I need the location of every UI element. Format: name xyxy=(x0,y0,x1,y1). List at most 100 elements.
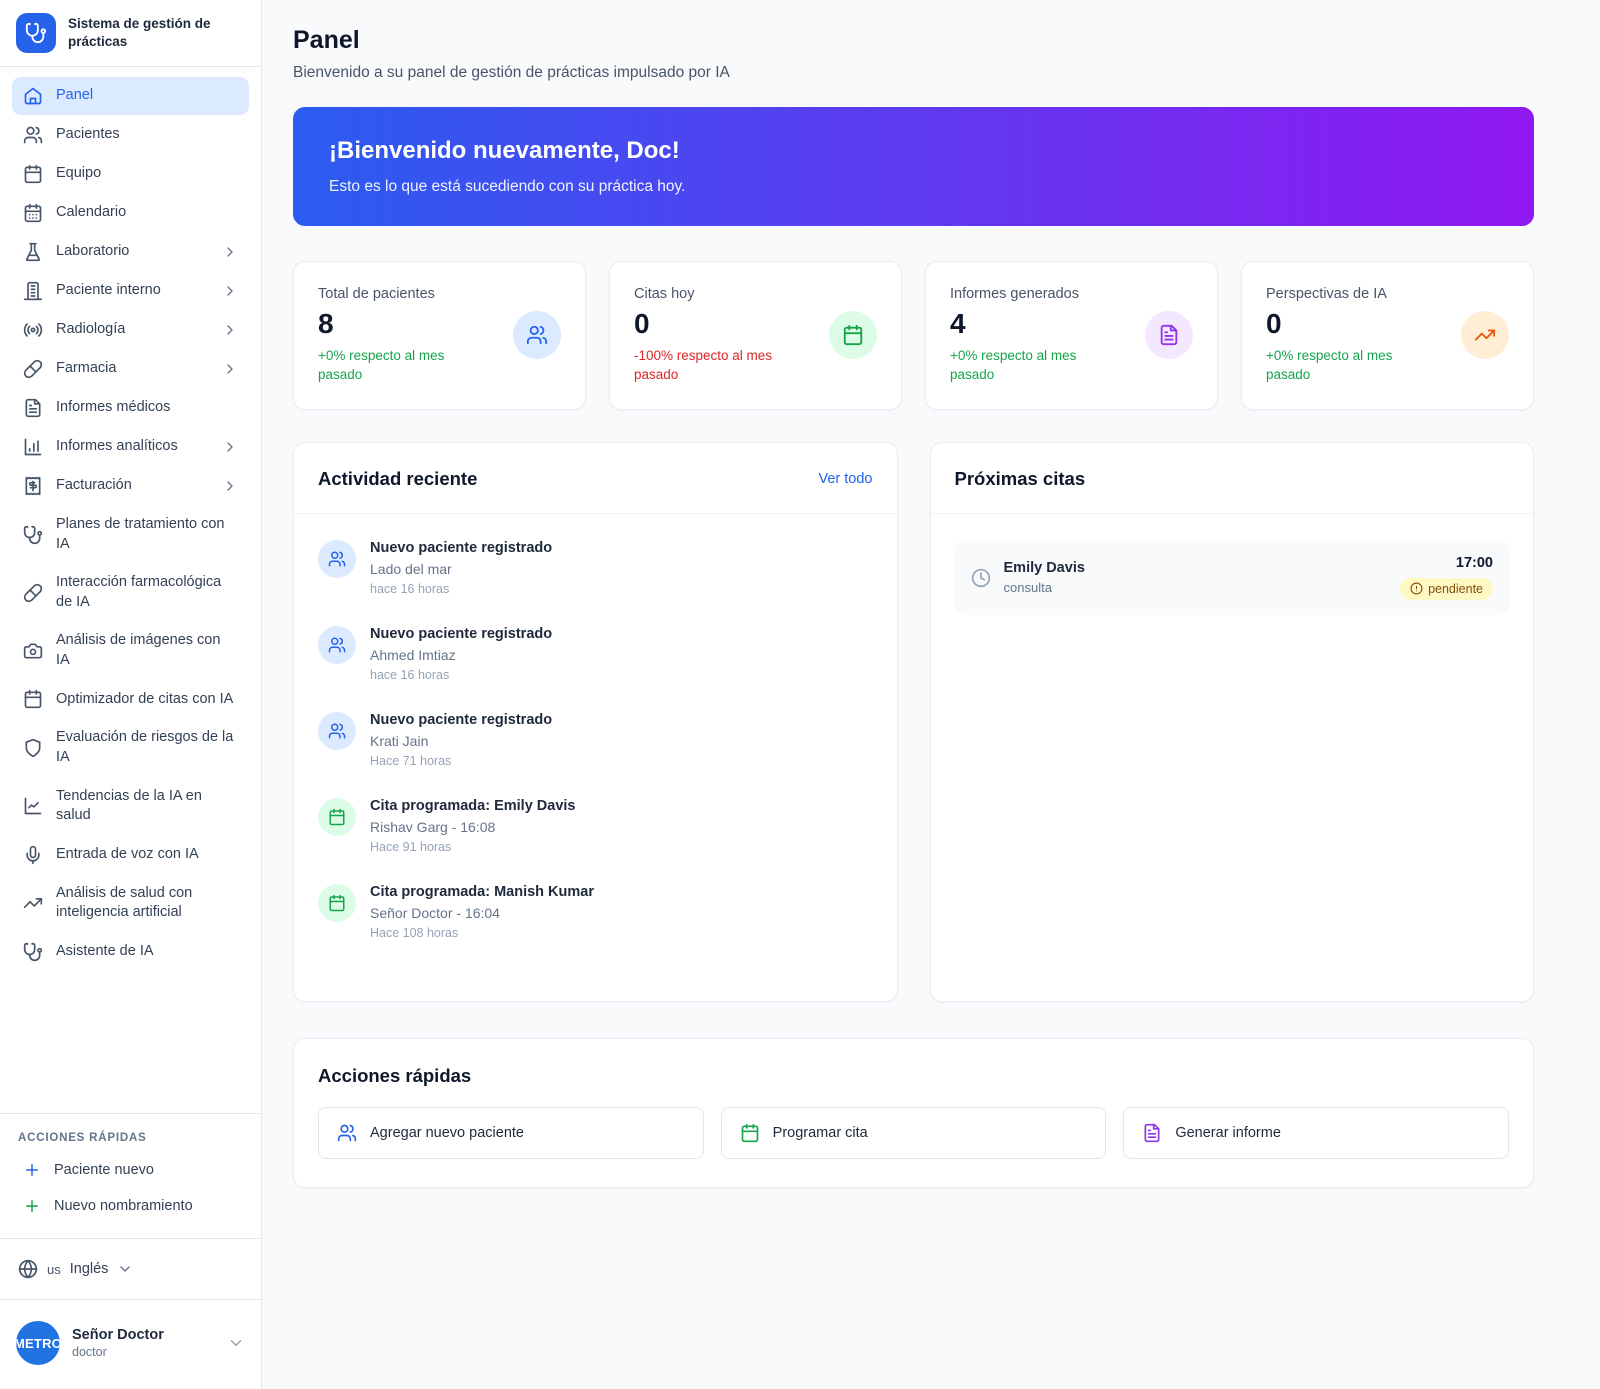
sidebar-item-equipo[interactable]: Equipo xyxy=(12,155,249,193)
sidebar-item-informes-medicos[interactable]: Informes médicos xyxy=(12,389,249,427)
activity-title: Nuevo paciente registrado xyxy=(370,540,552,556)
activity-time: Hace 71 horas xyxy=(370,754,552,768)
chevron-right-icon xyxy=(222,322,238,338)
stat-text: Informes generados 4 +0% respecto al mes… xyxy=(950,286,1100,385)
stat-card-total-patients: Total de pacientes 8 +0% respecto al mes… xyxy=(293,261,586,410)
quick-actions-panel-title: Acciones rápidas xyxy=(318,1065,1509,1087)
calendar-icon xyxy=(23,689,43,709)
stat-value: 0 xyxy=(634,308,784,340)
sidebar-item-tendencias-ia-salud[interactable]: Tendencias de la IA en salud xyxy=(12,778,249,835)
recent-activity-title: Actividad reciente xyxy=(318,468,477,490)
app-logo-row: Sistema de gestión de prácticas xyxy=(0,0,261,67)
chevron-down-icon xyxy=(227,1334,245,1352)
chevron-right-icon xyxy=(222,478,238,494)
quick-action-label: Nuevo nombramiento xyxy=(54,1198,193,1214)
stethoscope-icon xyxy=(23,525,43,545)
generate-report-button[interactable]: Generar informe xyxy=(1123,1107,1509,1159)
sidebar-item-optimizador-citas-ia[interactable]: Optimizador de citas con IA xyxy=(12,680,249,718)
welcome-banner-title: ¡Bienvenido nuevamente, Doc! xyxy=(329,137,1498,165)
nav-label: Tendencias de la IA en salud xyxy=(56,787,238,826)
hospital-icon xyxy=(23,281,43,301)
button-label: Agregar nuevo paciente xyxy=(370,1125,524,1141)
sidebar-item-interaccion-farmacologica-ia[interactable]: Interacción farmacológica de IA xyxy=(12,564,249,621)
activity-text: Cita programada: Manish Kumar Señor Doct… xyxy=(370,884,594,940)
chevron-right-icon xyxy=(222,361,238,377)
quick-action-new-appointment[interactable]: Nuevo nombramiento xyxy=(12,1188,249,1224)
activity-time: hace 16 horas xyxy=(370,668,552,682)
quick-actions-panel: Acciones rápidas Agregar nuevo paciente … xyxy=(293,1038,1534,1188)
chevron-right-icon xyxy=(222,439,238,455)
sidebar-item-panel[interactable]: Panel xyxy=(12,77,249,115)
status-badge: pendiente xyxy=(1400,578,1493,600)
sidebar-item-entrada-voz-ia[interactable]: Entrada de voz con IA xyxy=(12,836,249,874)
upcoming-appointments-header: Próximas citas xyxy=(931,443,1534,514)
user-name: Señor Doctor xyxy=(72,1327,215,1343)
stat-text: Perspectivas de IA 0 +0% respecto al mes… xyxy=(1266,286,1416,385)
activity-subtitle: Krati Jain xyxy=(370,733,552,749)
activity-time: Hace 91 horas xyxy=(370,840,576,854)
pill-icon xyxy=(23,583,43,603)
users-icon xyxy=(23,125,43,145)
stat-label: Perspectivas de IA xyxy=(1266,286,1416,302)
stat-label: Informes generados xyxy=(950,286,1100,302)
activity-item: Nuevo paciente registrado Ahmed Imtiaz h… xyxy=(318,626,873,682)
sidebar-item-analisis-imagenes-ia[interactable]: Análisis de imágenes con IA xyxy=(12,622,249,679)
home-icon xyxy=(23,86,43,106)
activity-subtitle: Lado del mar xyxy=(370,561,552,577)
bar-chart-icon xyxy=(23,437,43,457)
dashboard-columns: Actividad reciente Ver todo Nuevo pacien… xyxy=(293,442,1534,1002)
chevron-down-icon xyxy=(117,1261,133,1277)
quick-action-new-patient[interactable]: Paciente nuevo xyxy=(12,1152,249,1188)
quick-actions-grid: Agregar nuevo paciente Programar cita Ge… xyxy=(318,1107,1509,1159)
activity-title: Nuevo paciente registrado xyxy=(370,626,552,642)
stat-value: 0 xyxy=(1266,308,1416,340)
user-menu[interactable]: METRO Señor Doctor doctor xyxy=(0,1299,261,1389)
sidebar-item-farmacia[interactable]: Farmacia xyxy=(12,350,249,388)
sidebar-item-facturacion[interactable]: Facturación xyxy=(12,467,249,505)
sidebar-item-analisis-salud-ia[interactable]: Análisis de salud con inteligencia artif… xyxy=(12,875,249,932)
sidebar-item-pacientes[interactable]: Pacientes xyxy=(12,116,249,154)
language-selector[interactable]: us Inglés xyxy=(0,1238,261,1299)
appointment-patient: Emily Davis xyxy=(1004,560,1388,576)
sidebar-item-evaluacion-riesgos-ia[interactable]: Evaluación de riesgos de la IA xyxy=(12,719,249,776)
activity-subtitle: Ahmed Imtiaz xyxy=(370,647,552,663)
stat-card-ai-insights: Perspectivas de IA 0 +0% respecto al mes… xyxy=(1241,261,1534,410)
stat-label: Citas hoy xyxy=(634,286,784,302)
appointment-type: consulta xyxy=(1004,580,1388,595)
avatar: METRO xyxy=(16,1321,60,1365)
appointment-item[interactable]: Emily Davis consulta 17:00 pendiente xyxy=(955,540,1510,616)
file-text-icon xyxy=(1145,311,1193,359)
users-icon xyxy=(337,1123,357,1143)
stat-change: +0% respecto al mes pasado xyxy=(318,347,468,385)
schedule-appointment-button[interactable]: Programar cita xyxy=(721,1107,1107,1159)
language-code: us xyxy=(47,1262,61,1277)
view-all-link[interactable]: Ver todo xyxy=(818,471,872,487)
welcome-banner: ¡Bienvenido nuevamente, Doc! Esto es lo … xyxy=(293,107,1534,226)
sidebar-item-radiologia[interactable]: Radiología xyxy=(12,311,249,349)
nav-label: Evaluación de riesgos de la IA xyxy=(56,728,238,767)
appointment-right: 17:00 pendiente xyxy=(1400,555,1493,601)
stethoscope-icon xyxy=(16,13,56,53)
recent-activity-header: Actividad reciente Ver todo xyxy=(294,443,897,514)
nav-label: Radiología xyxy=(56,320,209,340)
stats-row: Total de pacientes 8 +0% respecto al mes… xyxy=(293,261,1534,410)
add-new-patient-button[interactable]: Agregar nuevo paciente xyxy=(318,1107,704,1159)
globe-icon xyxy=(18,1259,38,1279)
sidebar-item-asistente-ia[interactable]: Asistente de IA xyxy=(12,933,249,971)
app-title: Sistema de gestión de prácticas xyxy=(68,15,218,51)
activity-item: Nuevo paciente registrado Krati Jain Hac… xyxy=(318,712,873,768)
users-icon xyxy=(318,712,356,750)
chevron-right-icon xyxy=(222,244,238,260)
activity-time: hace 16 horas xyxy=(370,582,552,596)
calendar-icon xyxy=(318,884,356,922)
sidebar-item-paciente-interno[interactable]: Paciente interno xyxy=(12,272,249,310)
sidebar-item-laboratorio[interactable]: Laboratorio xyxy=(12,233,249,271)
nav-label: Pacientes xyxy=(56,125,238,145)
stat-text: Citas hoy 0 -100% respecto al mes pasado xyxy=(634,286,784,385)
user-role: doctor xyxy=(72,1345,215,1359)
stat-label: Total de pacientes xyxy=(318,286,468,302)
sidebar-item-informes-analiticos[interactable]: Informes analíticos xyxy=(12,428,249,466)
chevron-right-icon xyxy=(222,283,238,299)
sidebar-item-planes-tratamiento-ia[interactable]: Planes de tratamiento con IA xyxy=(12,506,249,563)
sidebar-item-calendario[interactable]: Calendario xyxy=(12,194,249,232)
